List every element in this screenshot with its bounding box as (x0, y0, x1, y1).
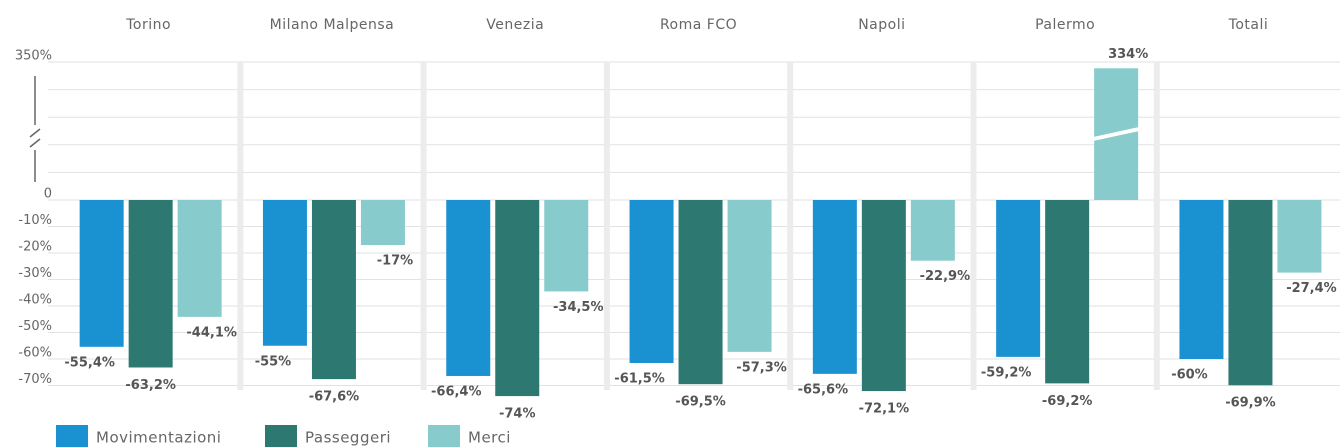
value-label: -55,4% (64, 355, 115, 370)
bar (544, 200, 589, 292)
y-tick-label: 350% (15, 49, 52, 64)
legend-label: Passeggeri (305, 429, 391, 447)
category-label: Napoli (858, 17, 905, 33)
y-tick-label: -30% (18, 266, 52, 281)
bar (629, 200, 674, 363)
value-label: -60% (1171, 368, 1208, 383)
bar (128, 200, 173, 368)
bar (861, 200, 906, 392)
bar (495, 200, 540, 397)
value-label: -74% (499, 407, 536, 422)
legend-swatch (265, 425, 297, 447)
y-tick-label: -10% (18, 213, 52, 228)
legend-label: Movimentazioni (96, 429, 221, 447)
group-separator (1153, 62, 1160, 390)
y-tick-label: -40% (18, 293, 52, 308)
y-tick-label: -20% (18, 240, 52, 255)
bar (360, 200, 405, 246)
value-label: -22,9% (920, 269, 971, 284)
bar (678, 200, 723, 385)
bar (812, 200, 857, 374)
value-label: -44,1% (186, 325, 237, 340)
value-label: -59,2% (981, 365, 1032, 380)
value-label: -27,4% (1286, 281, 1337, 296)
category-label: Torino (125, 17, 171, 33)
bar (79, 200, 124, 347)
group-separator (603, 62, 610, 390)
bar (1179, 200, 1224, 359)
category-label: Roma FCO (660, 17, 737, 33)
bar (177, 200, 222, 317)
bar (1045, 200, 1090, 384)
value-label: -17% (377, 254, 414, 269)
value-label: -72,1% (859, 402, 910, 417)
value-label: -57,3% (736, 360, 787, 375)
value-label: -67,6% (309, 390, 360, 405)
group-separator (970, 62, 977, 390)
category-label: Venezia (486, 17, 544, 33)
value-label: -63,2% (125, 378, 176, 393)
bar (1277, 200, 1322, 273)
bar (910, 200, 955, 261)
category-label: Totali (1228, 17, 1269, 33)
bar (727, 200, 772, 352)
axis-break (29, 76, 41, 182)
value-label: -61,5% (614, 371, 665, 386)
y-tick-label: 0 (44, 187, 52, 202)
bar (446, 200, 491, 376)
bar (1228, 200, 1273, 386)
legend-swatch (428, 425, 460, 447)
y-tick-label: -70% (18, 372, 52, 387)
category-label: Milano Malpensa (270, 17, 395, 33)
value-label: -69,5% (675, 395, 726, 410)
value-label: -55% (255, 354, 292, 369)
value-label: -34,5% (553, 300, 604, 315)
category-label: Palermo (1035, 17, 1095, 33)
bar (996, 200, 1041, 357)
y-tick-label: -60% (18, 346, 52, 361)
group-separator (237, 62, 244, 390)
legend-label: Merci (468, 429, 511, 447)
group-separator (420, 62, 427, 390)
group-separator (787, 62, 794, 390)
y-tick-label: -50% (18, 319, 52, 334)
legend-swatch (56, 425, 88, 447)
bar (262, 200, 307, 346)
bar (311, 200, 356, 380)
bar-break (1093, 127, 1140, 141)
value-label: -69,2% (1042, 394, 1093, 409)
value-label: 334% (1108, 47, 1148, 62)
value-label: -65,6% (798, 382, 849, 397)
value-label: -66,4% (431, 384, 482, 399)
value-label: -69,9% (1225, 396, 1276, 411)
